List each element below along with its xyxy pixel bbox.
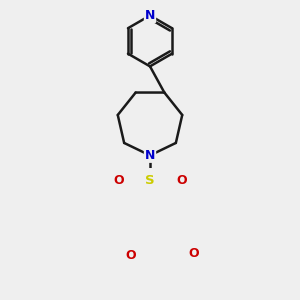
Text: O: O — [126, 249, 136, 262]
Text: O: O — [113, 174, 124, 187]
Text: N: N — [145, 149, 155, 162]
Text: O: O — [188, 247, 199, 260]
Text: O: O — [176, 174, 187, 187]
Text: N: N — [145, 9, 155, 22]
Text: S: S — [145, 174, 155, 187]
